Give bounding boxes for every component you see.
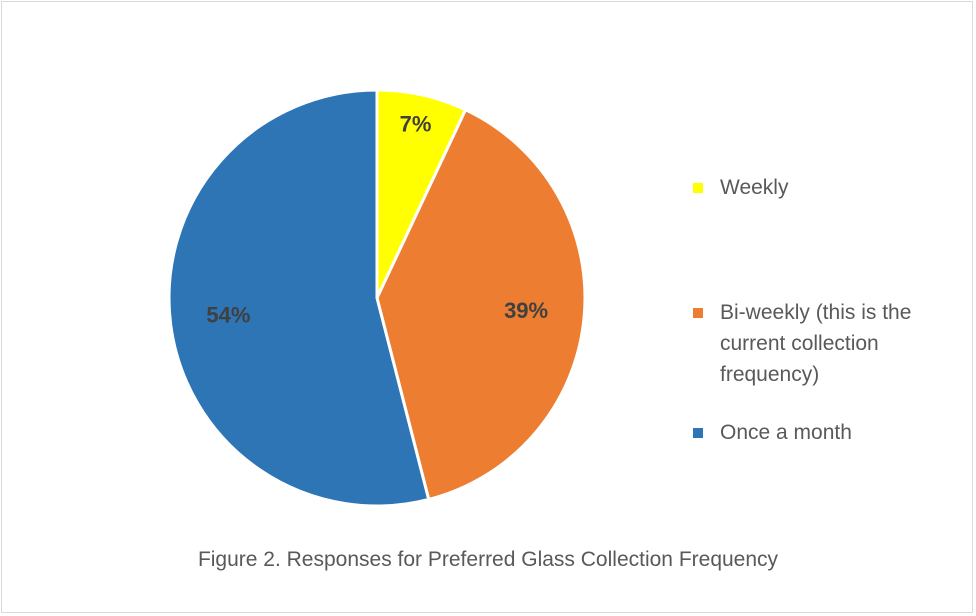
legend-label: Weekly [720, 176, 789, 199]
legend-item: Once a month [693, 417, 963, 448]
data-label: 7% [400, 111, 432, 136]
chart-title: Figure 2. Responses for Preferred Glass … [197, 548, 779, 571]
legend-item: Bi-weekly (this is the current collectio… [693, 297, 963, 390]
legend-item: Weekly [693, 172, 963, 203]
pie-slice [167, 88, 431, 508]
legend-swatch [693, 308, 703, 318]
legend-swatch [693, 183, 703, 193]
legend-label: Bi-weekly (this is the current collectio… [720, 301, 912, 386]
data-label: 54% [206, 303, 250, 328]
pie-slice [375, 107, 587, 502]
data-label: 39% [504, 298, 548, 323]
legend-swatch [693, 428, 703, 438]
legend-label: Once a month [720, 421, 852, 444]
